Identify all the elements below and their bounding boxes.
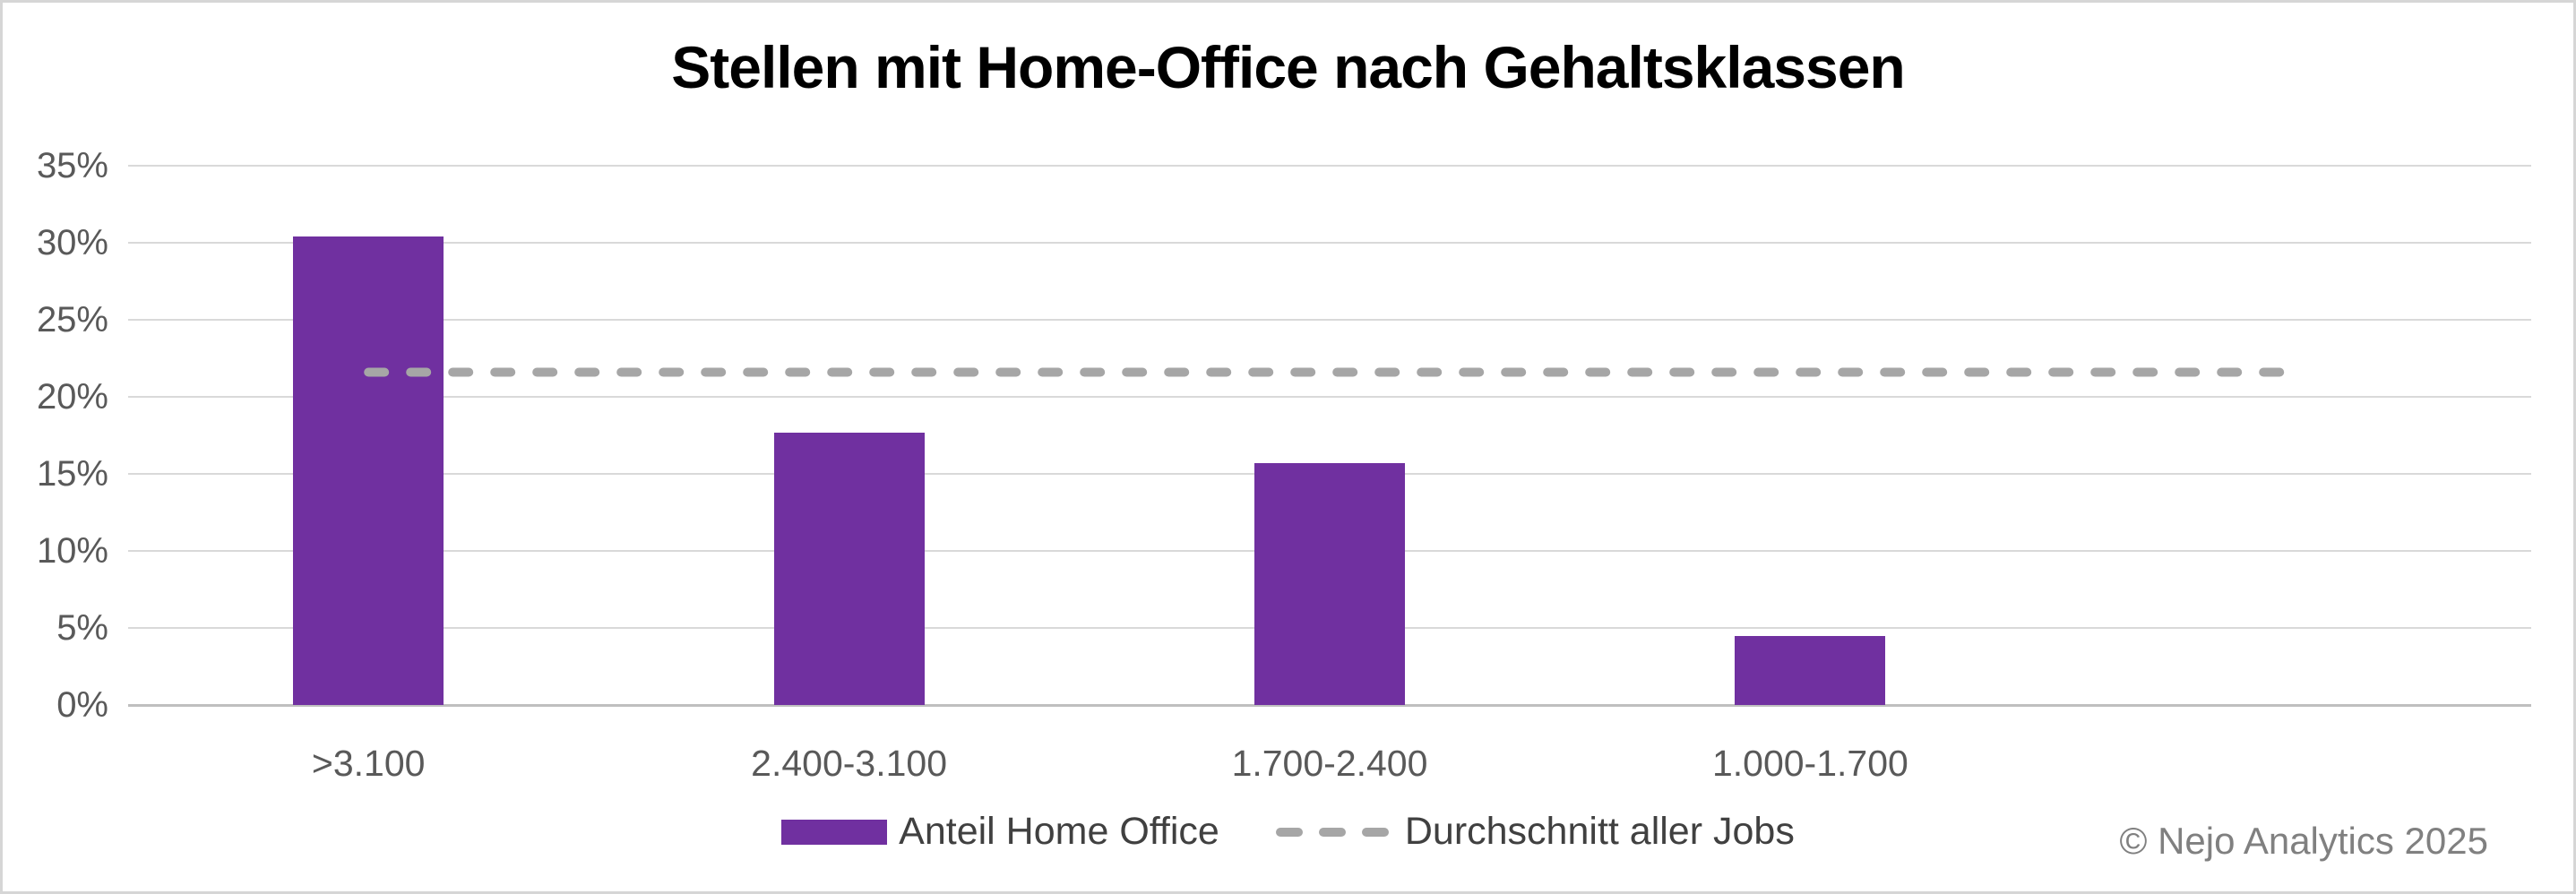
y-axis-label: 0% <box>56 685 108 725</box>
average-line <box>364 367 2296 377</box>
bar-1 <box>293 236 444 705</box>
bar-series-swatch-icon <box>781 819 888 845</box>
legend-item-average: Durchschnitt aller Jobs <box>1275 810 1795 854</box>
x-axis-label: >3.100 <box>311 743 426 784</box>
legend: Anteil Home Office Durchschnitt aller Jo… <box>3 810 2573 854</box>
legend-label-average: Durchschnitt aller Jobs <box>1404 810 1795 853</box>
plot-area <box>128 165 2531 707</box>
legend-item-bars: Anteil Home Office <box>781 810 1219 854</box>
y-axis-label: 20% <box>36 377 108 417</box>
y-axis-label: 25% <box>36 300 108 340</box>
y-axis-label: 5% <box>56 608 108 648</box>
y-axis-label: 15% <box>36 454 108 494</box>
y-axis-label: 10% <box>36 531 108 571</box>
gridline <box>128 165 2531 167</box>
gridline <box>128 396 2531 398</box>
x-axis-label: 1.000-1.700 <box>1711 743 1908 784</box>
x-axis-label: 1.700-2.400 <box>1231 743 1428 784</box>
x-axis-label: 2.400-3.100 <box>751 743 948 784</box>
dashed-line-icon <box>1275 827 1393 837</box>
gridline <box>128 319 2531 321</box>
legend-label-bars: Anteil Home Office <box>899 810 1219 853</box>
gridline <box>128 242 2531 244</box>
y-axis-label: 30% <box>36 223 108 262</box>
y-axis-label: 35% <box>36 146 108 185</box>
copyright-text: © Nejo Analytics 2025 <box>2119 820 2488 862</box>
bar-2 <box>773 432 925 705</box>
gridline <box>128 704 2531 707</box>
page-title: Stellen mit Home-Office nach Gehaltsklas… <box>671 34 1905 100</box>
bar-4 <box>1735 635 1886 705</box>
bar-3 <box>1254 462 1405 705</box>
